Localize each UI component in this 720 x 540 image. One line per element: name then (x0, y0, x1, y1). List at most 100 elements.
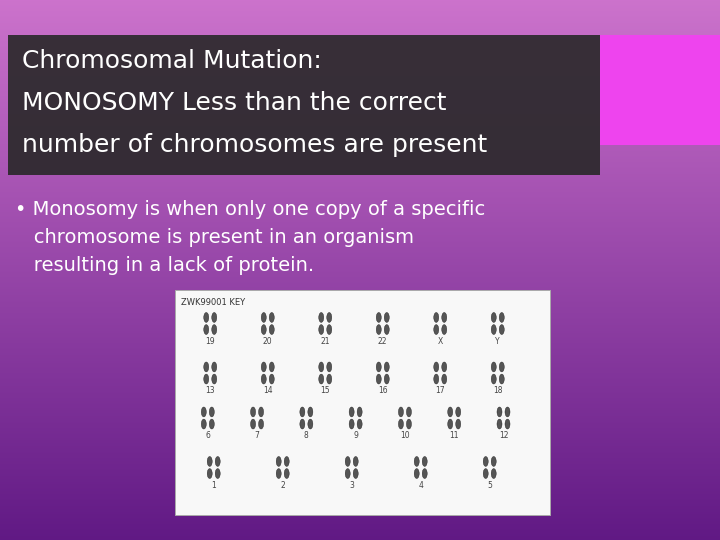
Ellipse shape (422, 469, 427, 478)
Ellipse shape (345, 456, 350, 467)
Text: 22: 22 (378, 336, 387, 346)
Ellipse shape (327, 325, 332, 334)
Ellipse shape (354, 456, 359, 467)
Ellipse shape (261, 374, 266, 384)
Ellipse shape (456, 407, 461, 417)
Ellipse shape (210, 419, 215, 429)
Ellipse shape (202, 419, 207, 429)
Ellipse shape (448, 419, 453, 429)
Text: 16: 16 (378, 386, 387, 395)
Ellipse shape (384, 325, 390, 334)
Ellipse shape (406, 419, 411, 429)
Ellipse shape (251, 407, 256, 417)
Text: Chromosomal Mutation:: Chromosomal Mutation: (22, 49, 322, 73)
Text: resulting in a lack of protein.: resulting in a lack of protein. (15, 256, 314, 275)
Text: number of chromosomes are present: number of chromosomes are present (22, 133, 487, 157)
Ellipse shape (276, 456, 282, 467)
Text: • Monosomy is when only one copy of a specific: • Monosomy is when only one copy of a sp… (15, 200, 485, 219)
Ellipse shape (284, 456, 289, 467)
Ellipse shape (354, 469, 359, 478)
Text: 20: 20 (263, 336, 273, 346)
Text: 6: 6 (205, 431, 210, 440)
Bar (8, 35, 600, 175)
Ellipse shape (261, 362, 266, 372)
Text: 10: 10 (400, 431, 410, 440)
Text: 18: 18 (493, 386, 503, 395)
Text: 7: 7 (255, 431, 259, 440)
Text: 1: 1 (212, 481, 216, 489)
Ellipse shape (215, 469, 220, 478)
Ellipse shape (433, 374, 438, 384)
Ellipse shape (442, 325, 446, 334)
Ellipse shape (377, 313, 382, 322)
Ellipse shape (442, 374, 446, 384)
Ellipse shape (406, 407, 411, 417)
Ellipse shape (384, 374, 390, 384)
Ellipse shape (499, 374, 504, 384)
Ellipse shape (300, 407, 305, 417)
Ellipse shape (204, 313, 209, 322)
Ellipse shape (491, 456, 496, 467)
Ellipse shape (212, 374, 217, 384)
Ellipse shape (349, 407, 354, 417)
Ellipse shape (422, 456, 427, 467)
Ellipse shape (204, 374, 209, 384)
Text: ZWK99001 KEY: ZWK99001 KEY (181, 298, 245, 307)
Ellipse shape (357, 407, 362, 417)
Ellipse shape (327, 374, 332, 384)
Ellipse shape (433, 362, 438, 372)
Ellipse shape (204, 325, 209, 334)
Text: chromosome is present in an organism: chromosome is present in an organism (15, 228, 414, 247)
Ellipse shape (269, 374, 274, 384)
Bar (600, 35, 720, 145)
Ellipse shape (377, 325, 382, 334)
Text: 21: 21 (320, 336, 330, 346)
Ellipse shape (308, 407, 313, 417)
Ellipse shape (499, 313, 504, 322)
Ellipse shape (261, 325, 266, 334)
Ellipse shape (398, 407, 403, 417)
Ellipse shape (202, 407, 207, 417)
Text: 13: 13 (205, 386, 215, 395)
Ellipse shape (258, 407, 264, 417)
Ellipse shape (327, 362, 332, 372)
Ellipse shape (483, 456, 488, 467)
Ellipse shape (212, 313, 217, 322)
Ellipse shape (442, 313, 446, 322)
Ellipse shape (499, 362, 504, 372)
Text: Y: Y (495, 336, 500, 346)
Text: 5: 5 (487, 481, 492, 489)
Ellipse shape (483, 469, 488, 478)
Ellipse shape (258, 419, 264, 429)
Ellipse shape (204, 362, 209, 372)
Ellipse shape (269, 313, 274, 322)
Ellipse shape (377, 362, 382, 372)
Ellipse shape (210, 407, 215, 417)
Ellipse shape (505, 419, 510, 429)
Ellipse shape (499, 325, 504, 334)
Text: 2: 2 (280, 481, 285, 489)
Ellipse shape (212, 362, 217, 372)
Ellipse shape (442, 362, 446, 372)
Ellipse shape (384, 313, 390, 322)
Text: 17: 17 (436, 386, 445, 395)
Text: 3: 3 (349, 481, 354, 489)
Ellipse shape (319, 362, 324, 372)
Ellipse shape (319, 313, 324, 322)
Text: 4: 4 (418, 481, 423, 489)
Ellipse shape (398, 419, 403, 429)
Ellipse shape (433, 325, 438, 334)
Ellipse shape (349, 419, 354, 429)
Ellipse shape (448, 407, 453, 417)
Text: 15: 15 (320, 386, 330, 395)
Ellipse shape (345, 469, 350, 478)
Ellipse shape (377, 374, 382, 384)
Ellipse shape (497, 419, 502, 429)
Text: X: X (438, 336, 443, 346)
Text: 8: 8 (304, 431, 309, 440)
Text: 9: 9 (354, 431, 358, 440)
Ellipse shape (269, 362, 274, 372)
Ellipse shape (215, 456, 220, 467)
Text: 12: 12 (499, 431, 508, 440)
Ellipse shape (491, 469, 496, 478)
